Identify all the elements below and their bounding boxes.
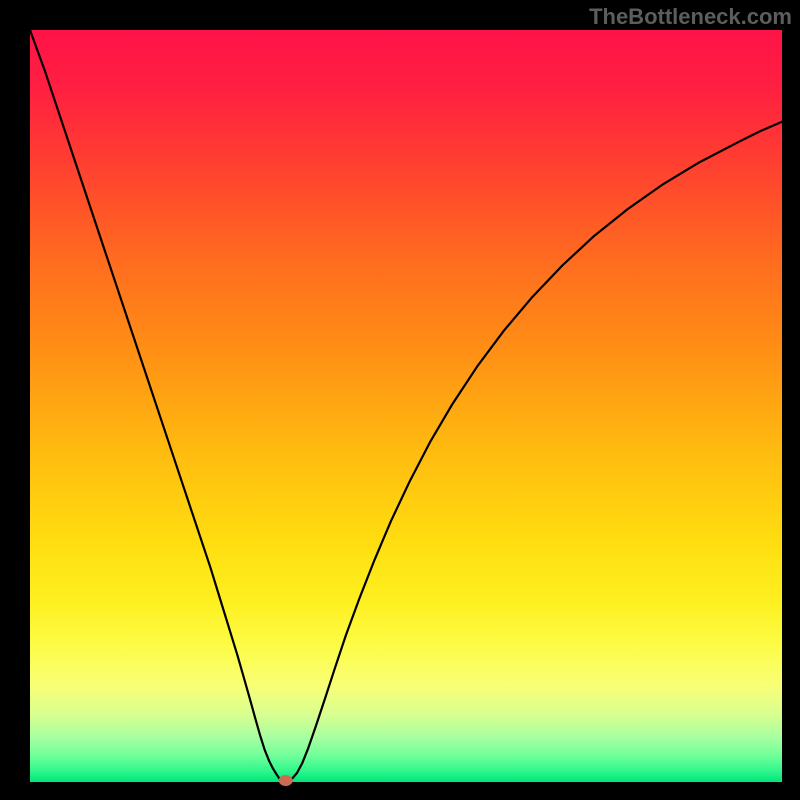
vertex-marker [279,775,293,786]
bottleneck-curve-chart [0,0,800,800]
watermark-text: TheBottleneck.com [589,4,792,30]
plot-area [30,30,782,782]
chart-container: TheBottleneck.com [0,0,800,800]
